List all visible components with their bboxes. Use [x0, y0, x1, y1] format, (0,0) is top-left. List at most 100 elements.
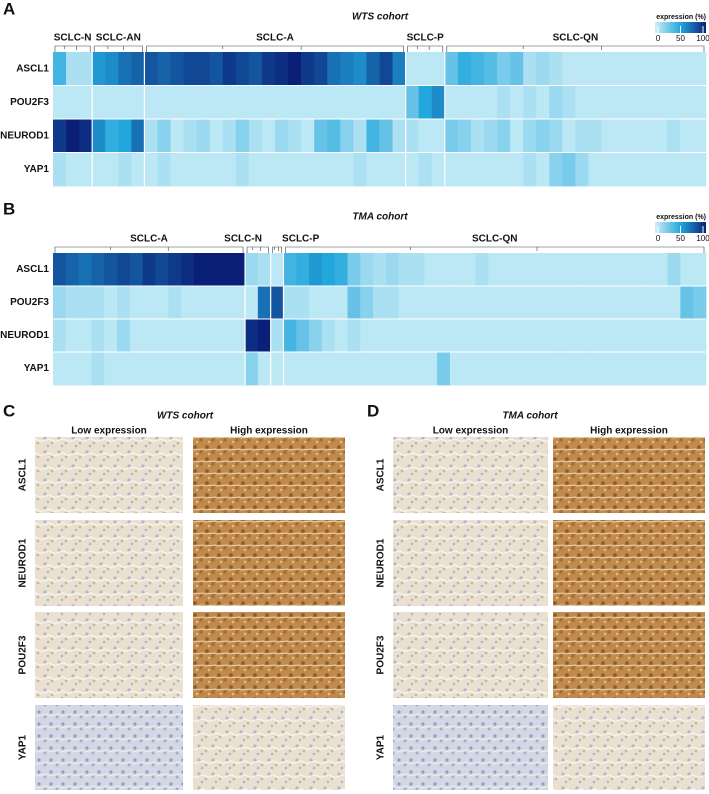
heatmap-cell: [78, 319, 92, 353]
heatmap-cell: [552, 253, 566, 287]
heatmap-cell: [405, 152, 420, 187]
dendrogram: [146, 45, 404, 52]
heatmap-cell: [457, 119, 472, 153]
row-label: ASCL1: [376, 458, 387, 491]
heatmap-cell: [104, 319, 118, 353]
legend-tick-label: 100: [696, 34, 709, 43]
heatmap-cell: [488, 352, 502, 386]
heatmap-cell: [360, 253, 374, 287]
heatmap-cell: [431, 52, 446, 86]
heatmap-cell: [588, 119, 602, 153]
gene-label: NEUROD1: [0, 130, 49, 141]
heatmap-cell: [693, 352, 707, 386]
heatmap-cell: [155, 352, 169, 386]
heatmap-cell: [510, 85, 524, 120]
heatmap-cell: [366, 119, 380, 153]
heatmap-cell: [314, 119, 328, 153]
heatmap-cell: [144, 152, 158, 187]
heatmap-cell: [373, 352, 387, 386]
heatmap-cell: [270, 319, 284, 353]
heatmap-cell: [603, 286, 617, 320]
heatmap-cell: [209, 152, 224, 187]
heatmap-cell: [641, 352, 656, 386]
heatmap-cell: [360, 286, 374, 320]
heatmap-cell: [629, 352, 643, 386]
heatmap-cell: [431, 85, 446, 120]
heatmap-cell: [680, 286, 694, 320]
heatmap-cell: [601, 119, 615, 153]
heatmap-cell: [552, 352, 566, 386]
heatmap-cell: [257, 319, 272, 353]
heatmap-cell: [142, 286, 156, 320]
heatmap-cell: [245, 319, 259, 353]
heatmap-cell: [577, 352, 592, 386]
dendrogram: [446, 45, 705, 52]
heatmap-cell: [196, 85, 211, 120]
heatmap-cell: [488, 253, 502, 287]
heatmap-cell: [431, 119, 446, 153]
heatmap-cell: [457, 152, 472, 187]
heatmap-cell: [536, 52, 550, 86]
heatmap-cell: [129, 286, 144, 320]
heatmap-cell: [53, 85, 67, 120]
heatmap-cell: [588, 152, 602, 187]
column-header: High expression: [590, 426, 668, 437]
heatmap-cell: [327, 52, 341, 86]
heatmap-cell: [565, 352, 579, 386]
heatmap-cell: [680, 352, 694, 386]
legend-tick-label: 50: [676, 234, 685, 243]
heatmap-cell: [92, 152, 106, 187]
dendrogram: [93, 45, 143, 52]
panel-title: TMA cohort: [352, 212, 408, 223]
heatmap-cell: [117, 352, 131, 386]
heatmap-cell: [155, 319, 169, 353]
heatmap-cell: [692, 119, 707, 153]
heatmap-cell: [562, 152, 576, 187]
heatmap-cell: [248, 152, 263, 187]
cluster-label: SCLC-QN: [553, 33, 599, 44]
heatmap-cell: [296, 319, 310, 353]
heatmap-cell: [117, 253, 131, 287]
heatmap-cell: [360, 319, 374, 353]
heatmap-cell: [248, 52, 263, 86]
heatmap-cell: [360, 352, 374, 386]
heatmap-cell: [219, 319, 233, 353]
heatmap-cell: [275, 152, 289, 187]
heatmap-cell: [470, 52, 485, 86]
heatmap-cell: [347, 352, 361, 386]
heatmap-cell: [53, 286, 67, 320]
heatmap-cell: [347, 319, 361, 353]
heatmap-cell: [379, 152, 393, 187]
row-label: ASCL1: [18, 458, 29, 491]
heatmap-cell: [232, 253, 246, 287]
heatmap-cell: [314, 85, 328, 120]
heatmap-cell: [235, 52, 250, 86]
heatmap-cell: [424, 286, 438, 320]
heatmap-cell: [235, 85, 250, 120]
legend-tick-label: 50: [676, 34, 685, 43]
heatmap-cell: [131, 85, 145, 120]
heatmap-cell: [552, 319, 566, 353]
heatmap-cell: [78, 352, 92, 386]
heatmap-cell: [501, 286, 515, 320]
heatmap-cell: [53, 152, 67, 187]
heatmap-cell: [91, 253, 105, 287]
heatmap-cell: [117, 286, 131, 320]
heatmap-cell: [693, 286, 707, 320]
heatmap-cell: [483, 152, 498, 187]
cluster-label: SCLC-N: [224, 234, 262, 245]
heatmap-cell: [616, 286, 630, 320]
heatmap-cell: [588, 52, 602, 86]
heatmap-cell: [334, 286, 348, 320]
cluster-label: SCLC-P: [407, 33, 445, 44]
heatmap-cell: [405, 119, 420, 153]
heatmap-cell: [398, 319, 412, 353]
histology-image: [553, 437, 705, 513]
heatmap-cell: [206, 286, 220, 320]
legend-tick-label: 0: [656, 234, 661, 243]
heatmap-cell: [53, 52, 67, 86]
heatmap-cell: [157, 52, 171, 86]
heatmap-cell: [577, 253, 592, 287]
heatmap-cell: [497, 152, 511, 187]
heatmap-cell: [288, 52, 302, 86]
